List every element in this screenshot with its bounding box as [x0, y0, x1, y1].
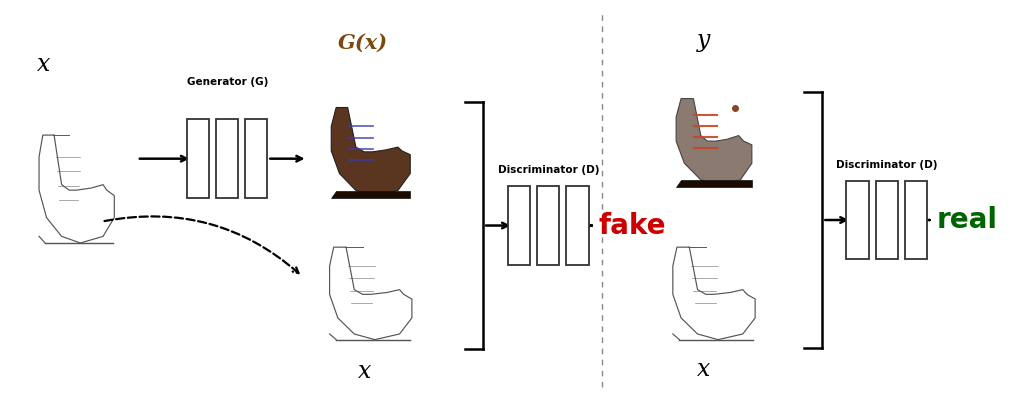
Text: y: y: [698, 29, 711, 52]
Text: fake: fake: [598, 211, 666, 240]
Bar: [567, 186, 588, 265]
Polygon shape: [332, 107, 411, 195]
Polygon shape: [676, 180, 751, 187]
Text: Discriminator (D): Discriminator (D): [836, 160, 937, 170]
Bar: [537, 186, 560, 265]
Text: x: x: [358, 360, 371, 383]
Bar: [216, 119, 238, 198]
Bar: [847, 181, 869, 259]
Bar: [904, 181, 927, 259]
Text: x: x: [37, 53, 51, 76]
Polygon shape: [676, 99, 751, 185]
Text: real: real: [937, 206, 998, 234]
Bar: [508, 186, 530, 265]
Bar: [187, 119, 209, 198]
Text: x: x: [698, 358, 711, 381]
Text: G(x): G(x): [338, 33, 387, 53]
Polygon shape: [332, 190, 411, 198]
Bar: [245, 119, 268, 198]
Bar: [875, 181, 897, 259]
Text: Generator (G): Generator (G): [187, 77, 268, 87]
Text: Discriminator (D): Discriminator (D): [498, 166, 599, 175]
